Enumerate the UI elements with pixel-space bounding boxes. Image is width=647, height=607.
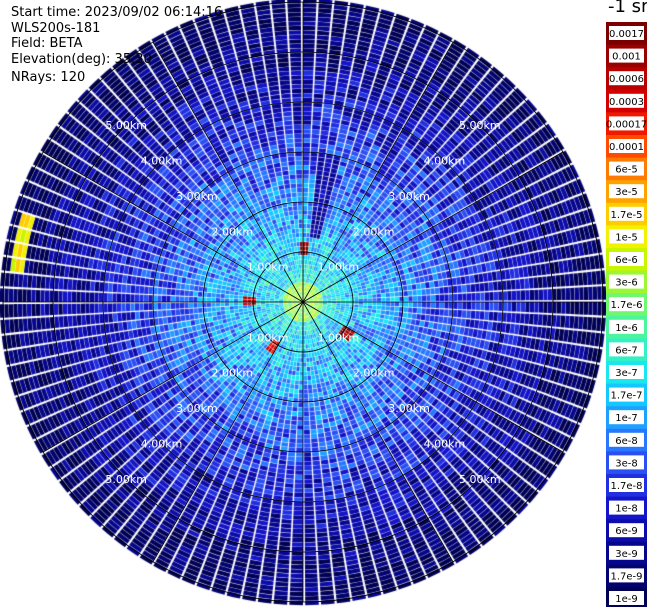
range-ring-label: 3.00km [176,190,218,203]
ppi-overlay: 1.00km 1.00km 1.00km 1.00km 2.00km 2.00km 2.00… [2,1,604,603]
elevation-label: Elevation(deg): 35.30 [11,52,152,67]
colorbar-label: 6e-7 [615,345,638,356]
range-ring-label: 2.00km [353,367,395,380]
colorbar-label-bg [609,319,644,334]
colorbar-label-bg [609,229,644,244]
range-ring-label: 2.00km [212,225,254,238]
colorbar-label: 1.7e-9 [610,571,642,582]
colorbar-label: 1e-7 [615,413,638,424]
azimuth-spoke [302,301,564,453]
azimuth-spoke [42,151,304,303]
range-ring-label: 1.00km [247,331,289,344]
field-label: Field: BETA [11,36,83,51]
range-ring-label: 4.00km [141,155,183,168]
colorbar-label-bg [609,342,644,357]
colorbar-label-bg [609,184,644,199]
range-ring-label: 5.00km [459,473,501,486]
colorbar-label: 0.0001 [609,142,644,153]
start-time-label: Start time: 2023/09/02 06:14:16 [11,5,223,20]
colorbar-label: 6e-6 [615,255,638,266]
colorbar-label-bg [609,274,644,289]
colorbar-label: 1.7e-7 [610,391,642,402]
colorbar-label-bg [609,93,644,108]
azimuth-spoke [302,301,454,563]
range-ring-label: 4.00km [424,155,466,168]
colorbar-label: 1e-6 [615,323,638,334]
colorbar-label: 0.0003 [609,97,644,108]
colorbar-label-bg [609,478,644,492]
range-ring-label: 5.00km [105,473,147,486]
colorbar-label: 1.7e-6 [610,300,642,311]
colorbar-unit-label: -1 sr [608,0,647,17]
colorbar: 0.0017 0.001 0.0006 0.0003 0.00017 0.0001 6e-5… [606,22,647,607]
azimuth-spoke [302,41,454,303]
range-ring-label: 2.00km [212,367,254,380]
colorbar-label-bg [609,26,644,40]
range-ring-label: 3.00km [176,402,218,415]
colorbar-label: 1e-5 [615,232,638,243]
colorbar-label-bg [609,365,644,379]
colorbar-label: 3e-7 [615,368,638,379]
colorbar-label-bg [609,455,644,470]
colorbar-label: 1.7e-8 [610,481,642,492]
azimuth-spoke [152,41,304,303]
colorbar-label-bg [609,139,644,153]
colorbar-label: 1e-9 [615,594,638,605]
colorbar-label-bg [609,297,644,312]
azimuth-spoke [302,151,564,303]
range-ring-label: 3.00km [388,402,430,415]
range-ring-label: 5.00km [105,119,147,132]
azimuth-spoke [152,301,304,563]
colorbar-label-bg [609,410,644,425]
colorbar-label-bg [609,500,644,515]
range-ring-label: 4.00km [424,437,466,450]
colorbar-label: 6e-9 [615,526,638,537]
range-ring-label: 3.00km [388,190,430,203]
colorbar-label-bg [609,71,644,86]
range-ring-label: 1.00km [318,331,360,344]
colorbar-label-bg [609,116,644,131]
colorbar-label: 0.0006 [609,74,644,85]
colorbar-label: 0.00017 [606,119,647,130]
colorbar-label: 1e-8 [615,504,638,515]
colorbar-label: 1.7e-5 [610,210,642,221]
colorbar-label: 3e-5 [615,187,638,198]
range-ring-label: 2.00km [353,225,395,238]
range-ring-label: 1.00km [247,261,289,274]
colorbar-label-bg [609,48,644,63]
colorbar-label-bg [609,545,644,560]
nrays-label: NRays: 120 [11,70,86,85]
colorbar-label: 6e-5 [615,165,638,176]
range-ring-label: 1.00km [318,261,360,274]
azimuth-spoke [42,301,304,453]
colorbar-label: 3e-9 [615,549,638,560]
colorbar-label-bg [609,432,644,447]
colorbar-label-bg [609,161,644,176]
colorbar-label-bg [609,252,644,266]
colorbar-label-bg [609,591,644,605]
colorbar-label: 0.0017 [609,29,644,40]
instrument-label: WLS200s-181 [11,21,101,36]
colorbar-label: 0.001 [612,52,641,63]
colorbar-label-bg [609,387,644,402]
colorbar-label-bg [609,206,644,221]
colorbar-label: 6e-8 [615,436,638,447]
colorbar-label: 3e-6 [615,278,638,289]
range-ring-label: 4.00km [141,437,183,450]
colorbar-label-bg [609,568,644,583]
range-ring-label: 5.00km [459,119,501,132]
colorbar-label-bg [609,523,644,538]
colorbar-label: 3e-8 [615,458,638,469]
